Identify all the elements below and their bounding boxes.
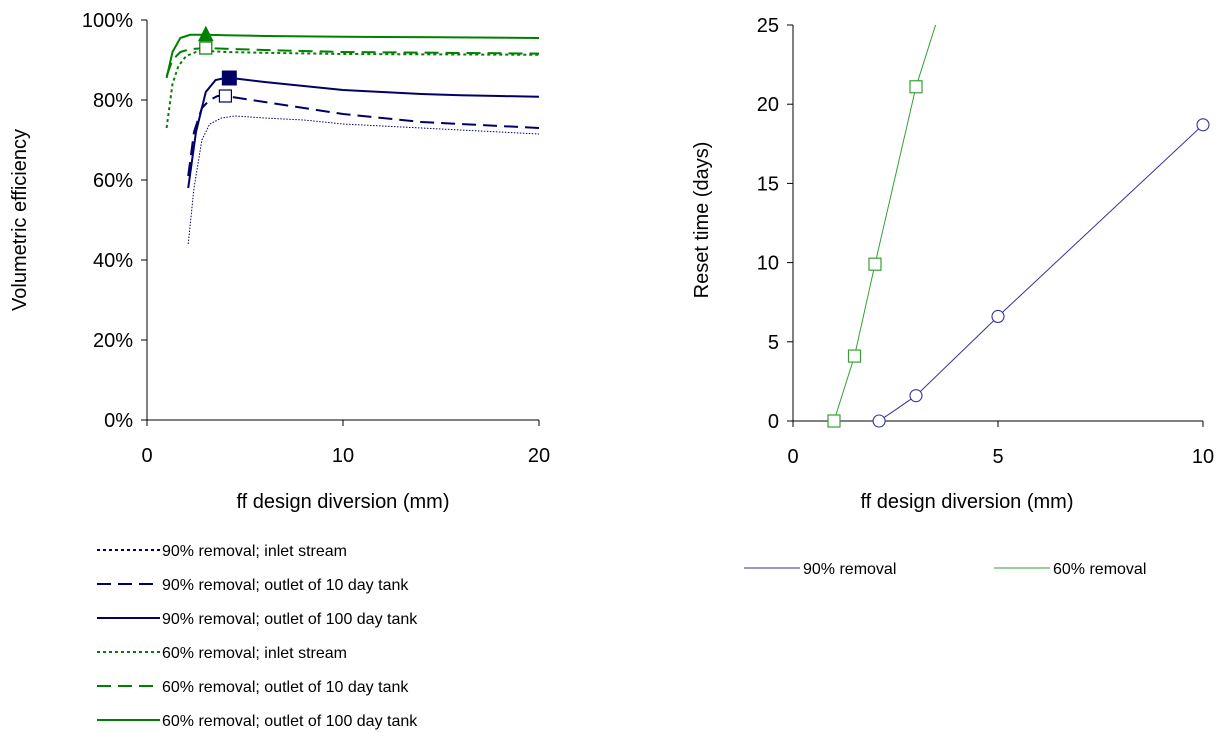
right-ytick-label: 10 — [757, 253, 779, 275]
legend-label: 60% removal; outlet of 10 day tank — [162, 679, 409, 696]
left-x-axis-label: ff design diversion (mm) — [236, 491, 449, 513]
right-xtick-label: 10 — [1192, 446, 1214, 468]
right-y-axis-label: Reset time (days) — [691, 142, 713, 299]
left-ytick-label: 80% — [93, 90, 133, 112]
right-chart: 0 5 10 15 20 25 0 5 10 ff design diversion (mm)… — [691, 15, 1214, 578]
right-xtick-label: 5 — [992, 446, 1003, 468]
right-point — [1196, 118, 1210, 132]
left-xtick-label: 20 — [528, 445, 550, 467]
right-ytick-label: 15 — [757, 173, 779, 195]
right-point — [868, 257, 882, 271]
legend-label: 90% removal; outlet of 10 day tank — [162, 577, 409, 594]
right-ytick-label: 5 — [768, 332, 779, 354]
legend-label: 90% removal — [803, 561, 896, 578]
left-y-axis-label: Volumetric efficiency — [9, 129, 31, 311]
left-series-line-6 — [165, 33, 539, 79]
legend-label: 90% removal; inlet stream — [162, 543, 347, 560]
right-point — [847, 349, 862, 363]
left-legend: 90% removal; inlet stream 90% removal; ou… — [97, 543, 418, 730]
right-x-axis-label: ff design diversion (mm) — [860, 491, 1073, 513]
right-ytick-label: 20 — [757, 94, 779, 116]
left-ytick-label: 60% — [93, 170, 133, 192]
left-marker-3 — [221, 70, 237, 86]
left-ytick-label: 0% — [104, 410, 133, 432]
left-series-line-5 — [165, 46, 539, 77]
left-xtick-label: 0 — [141, 445, 152, 467]
left-series-line-3 — [187, 77, 539, 189]
left-series-line-2 — [187, 95, 539, 177]
legend-label: 60% removal; outlet of 100 day tank — [162, 713, 418, 730]
legend-label: 60% removal; inlet stream — [162, 645, 347, 662]
left-xtick-label: 10 — [332, 445, 354, 467]
left-marker-4 — [218, 89, 232, 103]
right-xtick-label: 0 — [787, 446, 798, 468]
right-series-line-1 — [878, 124, 1204, 422]
left-chart: 0% 20% 40% 60% 80% 100% 0 10 20 ff design diver… — [9, 10, 550, 730]
right-point — [909, 80, 923, 94]
left-marker-2 — [199, 41, 213, 55]
left-series-line-4 — [165, 49, 539, 129]
left-ytick-label: 40% — [93, 250, 133, 272]
legend-label: 60% removal — [1053, 561, 1146, 578]
left-plot-frame — [146, 20, 539, 421]
left-ytick-label: 100% — [82, 10, 133, 32]
right-point — [909, 389, 923, 403]
left-ytick-label: 20% — [93, 330, 133, 352]
right-ytick-label: 0 — [768, 411, 779, 433]
left-series-line-1 — [187, 115, 539, 245]
right-ytick-label: 25 — [757, 15, 779, 37]
right-point — [872, 414, 886, 428]
right-point — [991, 309, 1005, 324]
left-marker-1 — [197, 25, 214, 42]
right-point — [827, 414, 841, 428]
right-legend: 90% removal 60% removal — [744, 561, 1146, 578]
legend-label: 90% removal; outlet of 100 day tank — [162, 611, 418, 628]
